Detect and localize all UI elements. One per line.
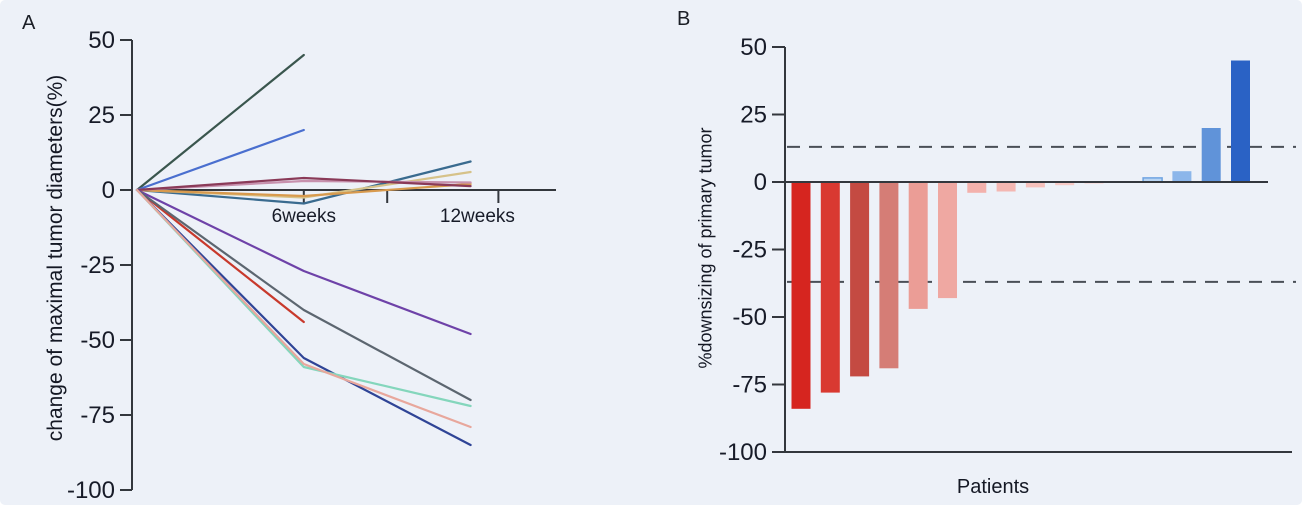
panel-b-y-tick-label: -50 [732, 304, 767, 331]
panel-a-y-tick-label: -50 [80, 327, 115, 354]
line-patient-red [135, 188, 305, 324]
line-patient-salmon [135, 188, 472, 429]
line-patient-orange [135, 182, 472, 198]
patient-bar [1231, 60, 1250, 182]
patient-bar [850, 182, 870, 377]
panel-a-y-axis-title: change of maximal tumor diameters(%) [44, 74, 67, 442]
patient-bar [908, 182, 928, 309]
patient-bar [1025, 182, 1045, 188]
panel-a-y-tick-label: 25 [88, 102, 115, 129]
line-patient-grey [135, 188, 472, 402]
panel-a-label: A [22, 12, 36, 34]
patient-bar [1172, 171, 1192, 182]
panel-b-y-axis-title: %downsizing of primary tumor [695, 127, 716, 369]
patient-bar [791, 182, 811, 409]
panel-a-y-tick-label: -25 [80, 252, 115, 279]
patient-bar [879, 182, 899, 369]
patient-bar [996, 182, 1016, 192]
line-patient-maroon [135, 176, 472, 192]
panel-a-y-tick-label: 0 [102, 177, 115, 204]
panel-b-label: B [677, 8, 691, 30]
panel-b-y-tick-label: -25 [732, 237, 767, 264]
panel-b-y-tick-label: -75 [732, 372, 767, 399]
panel-a-y-tick-label: -100 [67, 477, 115, 504]
line-patient-violet [135, 188, 472, 336]
panel-b-y-tick-label: 50 [740, 34, 767, 61]
patient-bar [820, 182, 840, 393]
patient-bar [938, 182, 957, 299]
panel-a-x-tick-label: 6weeks [272, 206, 336, 227]
panel-a-x-tick-label: 12weeks [440, 206, 515, 227]
panel-a-y-tick-label: -75 [80, 402, 115, 429]
panel-b-y-tick-label: 0 [754, 169, 767, 196]
panel-a-y-tick-label: 50 [88, 27, 115, 54]
line-patient-navy [135, 188, 472, 447]
patient-bar [1201, 128, 1221, 182]
panel-b-y-tick-label: 25 [740, 102, 767, 129]
patient-bar [967, 182, 987, 193]
patient-bar [1055, 182, 1075, 186]
line-patient-darkgreen [135, 53, 305, 192]
panel-b-x-axis-title: Patients [956, 476, 1030, 498]
line-patient-royalblue [135, 128, 305, 192]
line-patient-steelblue [135, 160, 472, 205]
panel-b-y-tick-label: -100 [719, 439, 767, 466]
